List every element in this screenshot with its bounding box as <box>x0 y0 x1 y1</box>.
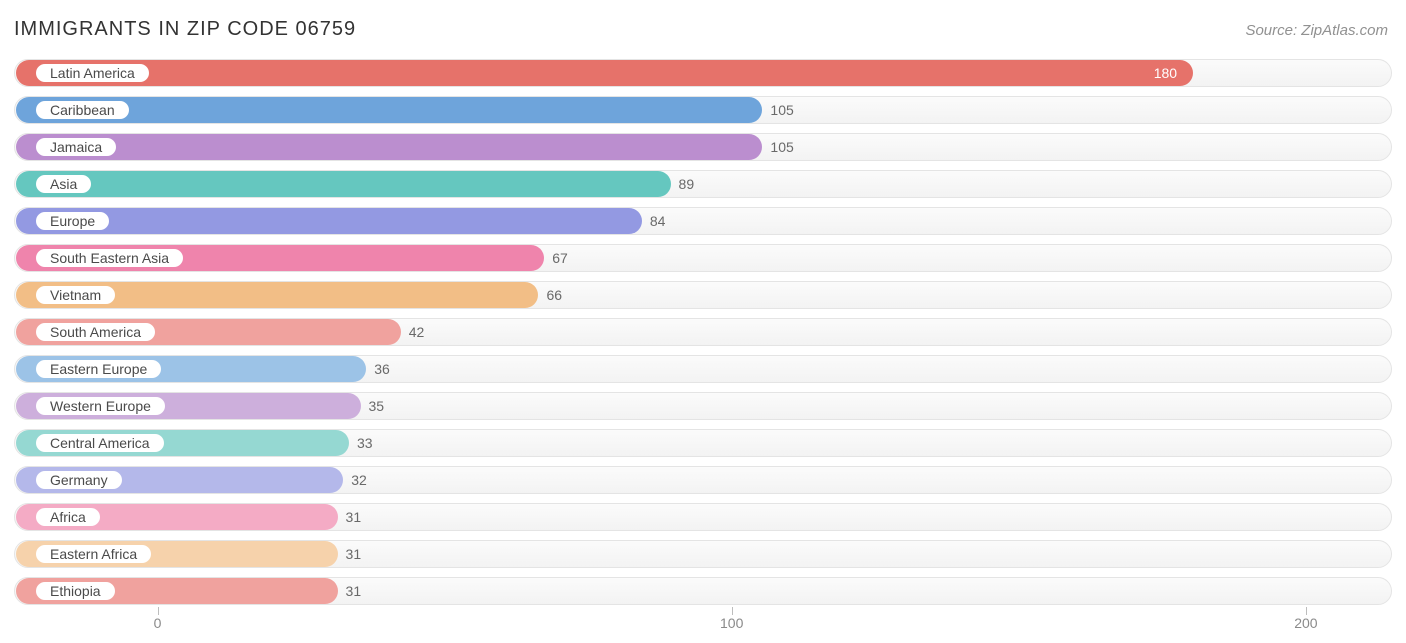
bar-label: Vietnam <box>50 287 101 303</box>
bar-row: Central America 33 <box>14 426 1392 460</box>
bar-label: Asia <box>50 176 77 192</box>
bar-label-pill: Eastern Europe <box>34 358 163 380</box>
bar-value: 105 <box>770 93 793 127</box>
bar-value: 66 <box>546 278 562 312</box>
bar-value: 89 <box>679 167 695 201</box>
chart-source: Source: ZipAtlas.com <box>1245 22 1388 39</box>
bar-row: Germany 32 <box>14 463 1392 497</box>
bar-label: Latin America <box>50 65 135 81</box>
chart-title: IMMIGRANTS IN ZIP CODE 06759 <box>14 18 356 41</box>
bar-row: South America 42 <box>14 315 1392 349</box>
bar-label-pill: Latin America <box>34 62 151 84</box>
bar-label: Jamaica <box>50 139 102 155</box>
axis-tick-label: 100 <box>720 615 743 631</box>
bar-label: Caribbean <box>50 102 115 118</box>
bar-value: 32 <box>351 463 367 497</box>
bar-value: 33 <box>357 426 373 460</box>
bar-label-pill: Africa <box>34 506 102 528</box>
bar-label-pill: South Eastern Asia <box>34 247 185 269</box>
axis-tick <box>158 607 159 615</box>
bar-label: Eastern Africa <box>50 546 137 562</box>
bar-label-pill: Germany <box>34 469 124 491</box>
bar-row: Eastern Europe 36 <box>14 352 1392 386</box>
bar-value: 105 <box>770 130 793 164</box>
bar-label-pill: Eastern Africa <box>34 543 153 565</box>
bar-row: Ethiopia 31 <box>14 574 1392 608</box>
bar-label-pill: Vietnam <box>34 284 117 306</box>
bar-label: South America <box>50 324 141 340</box>
bar-label: South Eastern Asia <box>50 250 169 266</box>
bar-label: Western Europe <box>50 398 151 414</box>
bar-row: Africa 31 <box>14 500 1392 534</box>
bar-label-pill: Western Europe <box>34 395 167 417</box>
bar-fill <box>16 171 671 197</box>
axis-tick <box>732 607 733 615</box>
bar-value: 35 <box>369 389 385 423</box>
axis-tick <box>1306 607 1307 615</box>
bar-value: 31 <box>346 500 362 534</box>
bar-row: Europe 84 <box>14 204 1392 238</box>
axis-tick-label: 200 <box>1294 615 1317 631</box>
bar-row: Western Europe 35 <box>14 389 1392 423</box>
bar-label: Germany <box>50 472 108 488</box>
bar-row: South Eastern Asia 67 <box>14 241 1392 275</box>
bar-label-pill: Central America <box>34 432 166 454</box>
bar-row: Caribbean 105 <box>14 93 1392 127</box>
bar-label: Africa <box>50 509 86 525</box>
bar-value: 31 <box>346 574 362 608</box>
bar-row: Eastern Africa 31 <box>14 537 1392 571</box>
bar-label-pill: South America <box>34 321 157 343</box>
bar-label: Ethiopia <box>50 583 101 599</box>
bar-fill <box>16 134 762 160</box>
axis-tick-label: 0 <box>154 615 162 631</box>
bar-label-pill: Ethiopia <box>34 580 117 602</box>
bar-value: 180 <box>1154 56 1177 90</box>
bar-value: 42 <box>409 315 425 349</box>
bar-value: 67 <box>552 241 568 275</box>
bar-row: Vietnam 66 <box>14 278 1392 312</box>
bar-value: 36 <box>374 352 390 386</box>
bar-value: 31 <box>346 537 362 571</box>
bar-fill <box>16 60 1193 86</box>
bar-row: Asia 89 <box>14 167 1392 201</box>
bar-label: Europe <box>50 213 95 229</box>
bar-label-pill: Jamaica <box>34 136 118 158</box>
bar-label: Central America <box>50 435 150 451</box>
plot-area: Latin America 180 Caribbean 105 Jamaica 105 As… <box>14 56 1392 605</box>
bar-row: Jamaica 105 <box>14 130 1392 164</box>
chart-container: IMMIGRANTS IN ZIP CODE 06759 Source: Zip… <box>0 0 1406 643</box>
bar-label-pill: Asia <box>34 173 93 195</box>
bar-value: 84 <box>650 204 666 238</box>
bar-row: Latin America 180 <box>14 56 1392 90</box>
bar-label: Eastern Europe <box>50 361 147 377</box>
bar-label-pill: Caribbean <box>34 99 131 121</box>
x-axis: 0 100 200 <box>14 607 1392 631</box>
bar-label-pill: Europe <box>34 210 111 232</box>
